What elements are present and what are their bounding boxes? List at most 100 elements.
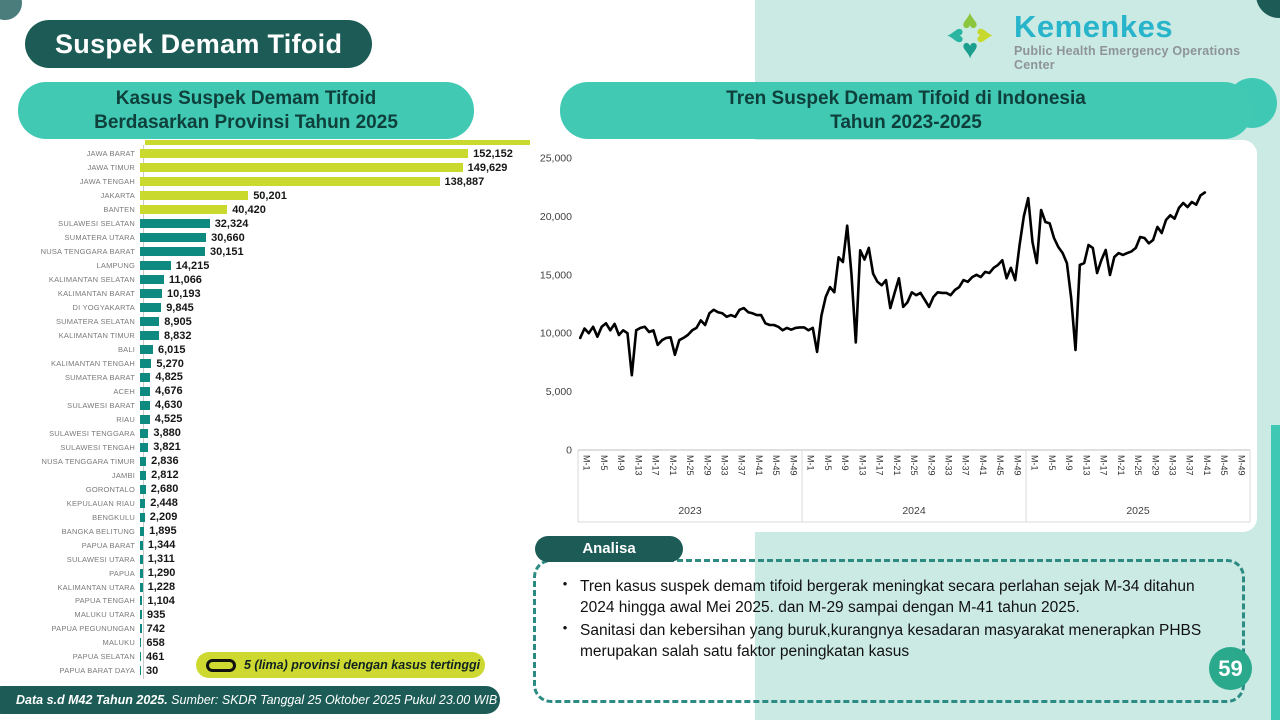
bar-row: SULAWESI UTARA 1,311 [18, 552, 530, 566]
kemenkes-logo: ♥ ♥ ♥ ♥ Kemenkes Public Health Emergency… [942, 7, 1258, 72]
province-label: RIAU [116, 414, 135, 424]
bar-area: 50,201 [140, 189, 530, 203]
data-source-footer: Data s.d M42 Tahun 2025. Sumber: SKDR Ta… [0, 686, 500, 714]
x-axis-tick-label: M-13 [857, 455, 867, 476]
x-axis-tick-label: M-41 [1202, 455, 1212, 476]
province-label: JAMBI [111, 470, 135, 480]
x-axis-tick-label: M-13 [1081, 455, 1091, 476]
bar-row: KALIMANTAN TENGAH 5,270 [18, 357, 530, 371]
province-label: SULAWESI TENGAH [60, 442, 135, 452]
bullet-icon: • [562, 620, 568, 636]
bar [140, 596, 143, 606]
bar-value-label: 658 [146, 636, 165, 649]
y-axis-tick-label: 25,000 [540, 153, 572, 165]
bar-area: 2,448 [140, 496, 530, 510]
x-axis-tick-label: M-33 [1168, 455, 1178, 476]
bar-value-label: 1,311 [147, 553, 175, 566]
bar-value-label: 11,066 [168, 273, 202, 286]
top5-legend: 5 (lima) provinsi dengan kasus tertinggi [196, 652, 485, 678]
bar-row: PAPUA PEGUNUNGAN 742 [18, 622, 530, 636]
x-axis-tick-label: M-9 [1064, 455, 1074, 471]
footer-source: Sumber: SKDR Tanggal 25 Oktober 2025 Puk… [167, 693, 498, 707]
province-label: KALIMANTAN UTARA [57, 582, 135, 592]
bar [140, 540, 143, 550]
left-chart-title-line2: Berdasarkan Provinsi Tahun 2025 [94, 111, 398, 133]
province-label: NUSA TENGGARA BARAT [40, 247, 135, 257]
province-label: SULAWESI BARAT [67, 400, 135, 410]
bar-row: BALI 6,015 [18, 343, 530, 357]
bar-area: 152,152 [140, 147, 530, 161]
bar-value-label: 4,676 [155, 385, 183, 398]
right-chart-title: Tren Suspek Demam Tifoid di Indonesia Ta… [560, 82, 1252, 139]
bar-value-label: 138,887 [444, 175, 485, 188]
bar [140, 624, 142, 634]
bar-value-label: 152,152 [473, 147, 513, 160]
bar-area: 1,895 [140, 524, 530, 538]
y-axis-tick-label: 5,000 [546, 386, 572, 398]
edge-strip-decoration [1271, 425, 1280, 720]
bar-area: 8,905 [140, 315, 530, 329]
province-label: KEPULAUAN RIAU [66, 498, 135, 508]
bar-value-label: 1,290 [147, 567, 176, 580]
bar [140, 372, 151, 382]
bar-area: 4,825 [140, 371, 530, 385]
bar-row: KALIMANTAN BARAT 10,193 [18, 287, 530, 301]
bar-row: LAMPUNG 14,215 [18, 259, 530, 273]
bar [140, 512, 145, 522]
bar [140, 582, 143, 592]
bar-area: 461 [140, 650, 530, 664]
bar-row: KALIMANTAN SELATAN 11,066 [18, 273, 530, 287]
bar-area: 30,151 [140, 245, 530, 259]
x-axis-tick-label: M-17 [651, 455, 661, 476]
bar [140, 386, 151, 396]
x-axis-tick-label: M-29 [1150, 455, 1160, 476]
analysis-box: • Tren kasus suspek demam tifoid bergera… [533, 559, 1245, 703]
bar-row: SUMATERA BARAT 4,825 [18, 371, 530, 385]
y-axis-tick-label: 20,000 [540, 211, 572, 223]
bar-rows: JAWA BARAT 152,152 JAWA TIMUR 149,629 JAWA T… [18, 147, 530, 678]
bar-row: SULAWESI TENGGARA 3,880 [18, 426, 530, 440]
bar-area: 4,676 [140, 384, 530, 398]
bar-area: 2,836 [140, 454, 530, 468]
province-label: PAPUA TENGAH [74, 596, 135, 606]
year-label: 2023 [678, 505, 702, 517]
province-label: KALIMANTAN TIMUR [58, 331, 135, 341]
bar-value-label: 2,209 [149, 511, 178, 524]
bar [140, 442, 149, 452]
bar [140, 303, 162, 313]
right-chart-title-line2: Tahun 2023-2025 [830, 111, 982, 133]
bar-row: PAPUA 1,290 [18, 566, 530, 580]
bar-row: ACEH 4,676 [18, 384, 530, 398]
bar-area: 30 [140, 664, 530, 678]
bar [140, 331, 159, 341]
y-axis-tick-label: 15,000 [540, 269, 572, 281]
bar-value-label: 1,104 [147, 594, 175, 607]
bar-row: JAMBI 2,812 [18, 468, 530, 482]
x-axis-tick-label: M-25 [1133, 455, 1143, 476]
bar-area: 3,880 [140, 426, 530, 440]
province-label: NUSA TENGGARA TIMUR [41, 456, 135, 466]
bar-area: 6,015 [140, 343, 530, 357]
province-label: GORONTALO [85, 484, 135, 494]
bar-area: 138,887 [140, 175, 530, 189]
bar-value-label: 2,680 [150, 483, 179, 496]
bar-value-label: 1,895 [149, 525, 177, 538]
province-label: BENGKULU [92, 512, 135, 522]
bar [140, 163, 463, 173]
bar-value-label: 2,448 [150, 497, 178, 510]
analysis-bullet-1: • Tren kasus suspek demam tifoid bergera… [550, 576, 1222, 618]
brand-name: Kemenkes [1014, 9, 1174, 44]
bar-value-label: 10,193 [167, 287, 201, 300]
bar-value-label: 50,201 [253, 189, 287, 202]
bar-value-label: 2,812 [151, 469, 179, 482]
bar-value-label: 9,845 [166, 301, 194, 314]
province-label: KALIMANTAN BARAT [57, 289, 135, 299]
bar [140, 428, 149, 438]
bar-area: 3,821 [140, 440, 530, 454]
legend-label: 5 (lima) provinsi dengan kasus tertinggi [244, 658, 481, 672]
x-axis-tick-label: M-21 [668, 455, 678, 476]
bar-row: SULAWESI BARAT 4,630 [18, 398, 530, 412]
bar-value-label: 40,420 [232, 203, 266, 216]
province-label: SUMATERA UTARA [64, 233, 135, 243]
